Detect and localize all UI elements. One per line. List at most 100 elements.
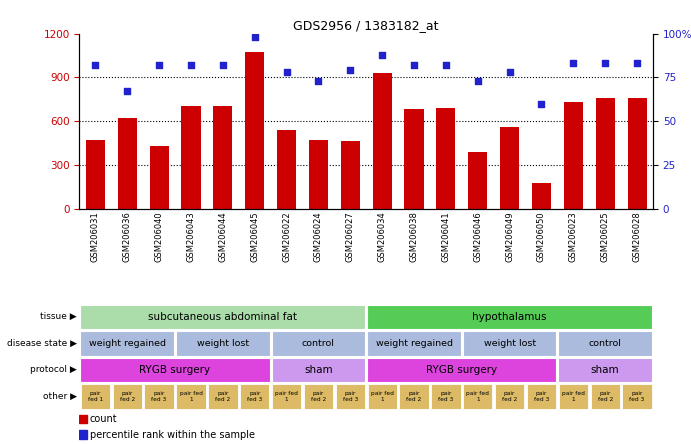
Text: weight lost: weight lost <box>484 339 536 348</box>
Text: GSM206049: GSM206049 <box>505 211 514 262</box>
Text: GSM206025: GSM206025 <box>600 211 609 262</box>
Text: pair
fed 1: pair fed 1 <box>88 391 103 402</box>
Text: GSM206022: GSM206022 <box>282 211 291 262</box>
Text: pair fed
1: pair fed 1 <box>466 391 489 402</box>
FancyBboxPatch shape <box>431 384 460 408</box>
Text: pair
fed 2: pair fed 2 <box>502 391 518 402</box>
FancyBboxPatch shape <box>558 331 652 356</box>
FancyBboxPatch shape <box>81 384 110 408</box>
Text: other ▶: other ▶ <box>43 392 77 401</box>
Text: count: count <box>90 414 117 424</box>
FancyBboxPatch shape <box>80 357 269 382</box>
FancyBboxPatch shape <box>591 384 620 408</box>
FancyBboxPatch shape <box>527 384 556 408</box>
FancyBboxPatch shape <box>367 305 652 329</box>
Text: GSM206027: GSM206027 <box>346 211 354 262</box>
Text: GSM206031: GSM206031 <box>91 211 100 262</box>
Text: pair fed
1: pair fed 1 <box>275 391 298 402</box>
Text: weight regained: weight regained <box>375 339 453 348</box>
FancyBboxPatch shape <box>144 384 173 408</box>
Bar <box>372 73 392 209</box>
Bar <box>214 107 232 209</box>
Point <box>600 60 611 67</box>
Text: GSM206050: GSM206050 <box>537 211 546 262</box>
Bar <box>149 146 169 209</box>
FancyBboxPatch shape <box>559 384 588 408</box>
FancyBboxPatch shape <box>368 384 397 408</box>
Text: pair
fed 3: pair fed 3 <box>151 391 167 402</box>
Point <box>472 77 483 84</box>
Point <box>377 51 388 58</box>
Bar <box>277 130 296 209</box>
Text: GSM206046: GSM206046 <box>473 211 482 262</box>
Text: GSM206040: GSM206040 <box>155 211 164 262</box>
FancyBboxPatch shape <box>495 384 524 408</box>
Bar <box>79 415 87 423</box>
Text: weight lost: weight lost <box>197 339 249 348</box>
FancyBboxPatch shape <box>208 384 238 408</box>
Point <box>217 62 228 69</box>
Text: pair
fed 2: pair fed 2 <box>215 391 231 402</box>
Text: weight regained: weight regained <box>88 339 166 348</box>
FancyBboxPatch shape <box>463 331 556 356</box>
Text: pair fed
1: pair fed 1 <box>562 391 585 402</box>
Bar <box>182 107 200 209</box>
Text: GSM206038: GSM206038 <box>410 211 419 262</box>
Bar <box>596 98 615 209</box>
FancyBboxPatch shape <box>240 384 269 408</box>
Text: pair
fed 3: pair fed 3 <box>438 391 453 402</box>
Bar <box>468 152 487 209</box>
Text: pair
fed 3: pair fed 3 <box>534 391 549 402</box>
Text: GSM206041: GSM206041 <box>442 211 451 262</box>
Text: sham: sham <box>304 365 333 375</box>
Text: GSM206024: GSM206024 <box>314 211 323 262</box>
FancyBboxPatch shape <box>272 357 366 382</box>
Text: pair
fed 2: pair fed 2 <box>311 391 326 402</box>
Text: pair
fed 2: pair fed 2 <box>598 391 613 402</box>
FancyBboxPatch shape <box>558 357 652 382</box>
Text: percentile rank within the sample: percentile rank within the sample <box>90 430 255 440</box>
Point <box>440 62 451 69</box>
FancyBboxPatch shape <box>623 384 652 408</box>
Bar <box>500 127 519 209</box>
Text: GSM206028: GSM206028 <box>632 211 641 262</box>
Text: GSM206023: GSM206023 <box>569 211 578 262</box>
Text: control: control <box>302 339 335 348</box>
Point <box>568 60 579 67</box>
Text: control: control <box>589 339 622 348</box>
Bar <box>117 118 137 209</box>
Text: GSM206044: GSM206044 <box>218 211 227 262</box>
Text: GSM206034: GSM206034 <box>378 211 387 262</box>
Point <box>504 68 515 75</box>
Text: RYGB surgery: RYGB surgery <box>140 365 211 375</box>
Point <box>185 62 196 69</box>
FancyBboxPatch shape <box>113 384 142 408</box>
Text: pair fed
1: pair fed 1 <box>180 391 202 402</box>
Point <box>249 33 261 40</box>
Text: tissue ▶: tissue ▶ <box>40 312 77 321</box>
Text: sham: sham <box>591 365 620 375</box>
Text: pair
fed 2: pair fed 2 <box>120 391 135 402</box>
Text: GSM206045: GSM206045 <box>250 211 259 262</box>
Text: protocol ▶: protocol ▶ <box>30 365 77 374</box>
Point <box>281 68 292 75</box>
Point <box>90 62 101 69</box>
Bar <box>245 52 264 209</box>
FancyBboxPatch shape <box>80 305 366 329</box>
Bar <box>341 141 360 209</box>
Text: subcutaneous abdominal fat: subcutaneous abdominal fat <box>149 312 297 322</box>
Bar <box>532 183 551 209</box>
Text: pair
fed 3: pair fed 3 <box>247 391 263 402</box>
Bar <box>309 140 328 209</box>
FancyBboxPatch shape <box>336 384 365 408</box>
Point <box>122 88 133 95</box>
Bar <box>404 109 424 209</box>
Point <box>408 62 419 69</box>
FancyBboxPatch shape <box>304 384 333 408</box>
Point <box>632 60 643 67</box>
FancyBboxPatch shape <box>176 331 269 356</box>
Point <box>313 77 324 84</box>
Point <box>536 100 547 107</box>
FancyBboxPatch shape <box>80 331 174 356</box>
Bar <box>436 108 455 209</box>
